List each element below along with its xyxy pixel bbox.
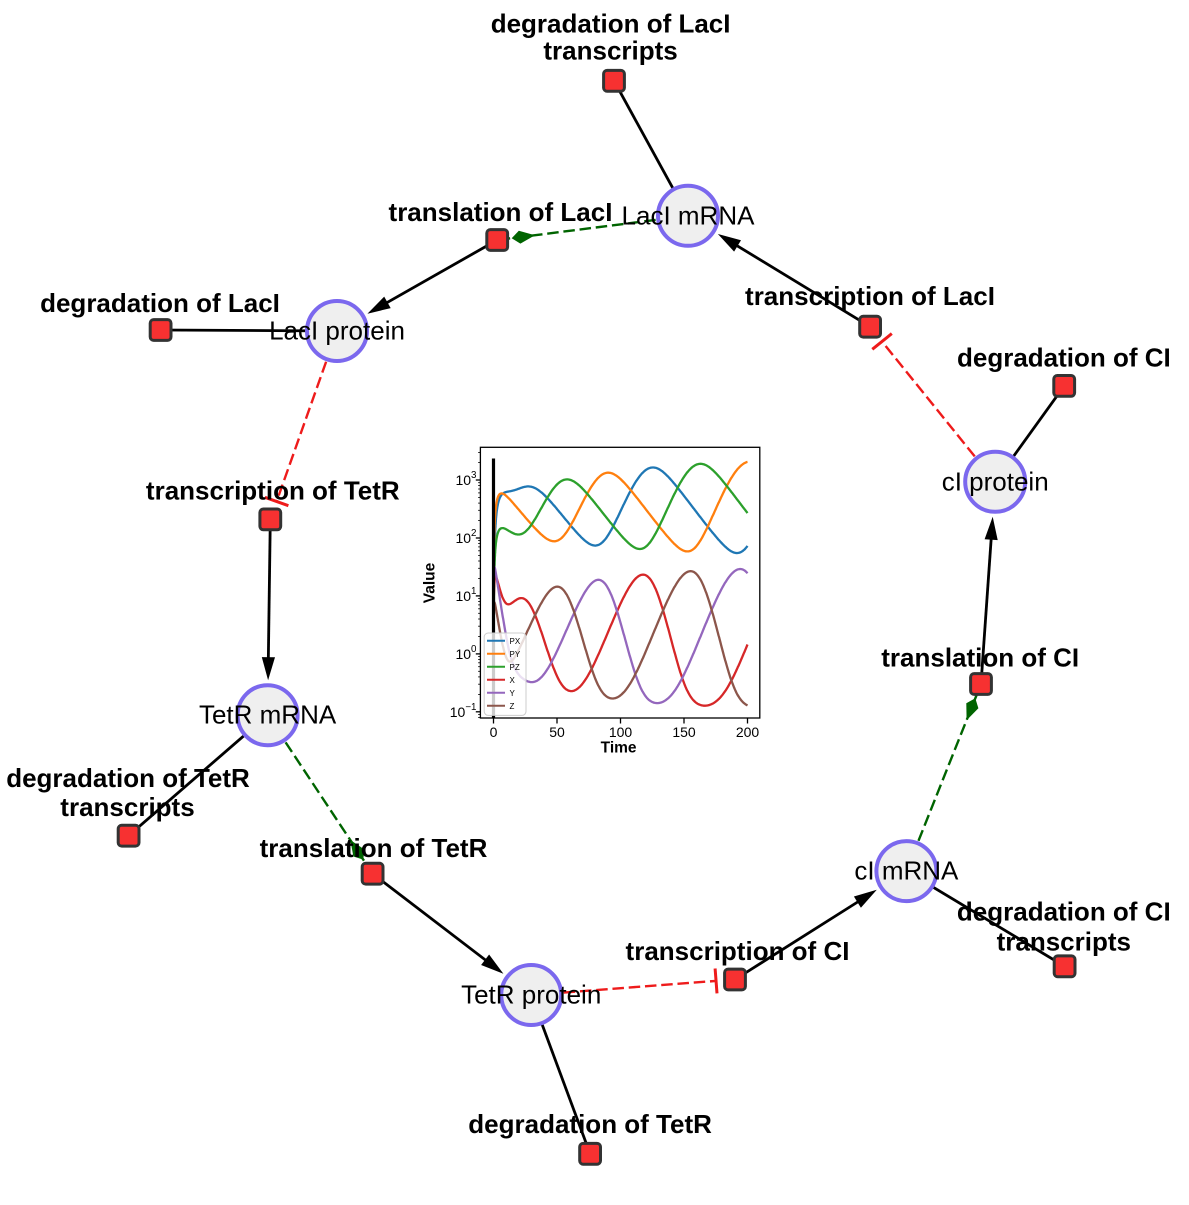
svg-text:200: 200 [736, 724, 760, 740]
svg-text:Time: Time [601, 739, 637, 756]
svg-text:transcription of LacI: transcription of LacI [745, 281, 995, 311]
svg-text:cI protein: cI protein [942, 466, 1049, 496]
svg-text:PX: PX [510, 637, 521, 646]
svg-text:Z: Z [510, 702, 515, 711]
svg-text:degradation of CI: degradation of CI [957, 897, 1171, 927]
svg-text:50: 50 [549, 724, 565, 740]
svg-text:PY: PY [510, 650, 521, 659]
svg-text:translation of CI: translation of CI [881, 643, 1079, 673]
svg-text:0: 0 [490, 724, 498, 740]
svg-text:transcription of CI: transcription of CI [626, 936, 850, 966]
svg-text:translation of TetR: translation of TetR [260, 833, 488, 863]
svg-text:transcripts: transcripts [60, 792, 194, 822]
svg-text:translation of LacI: translation of LacI [389, 197, 613, 227]
svg-text:PZ: PZ [510, 663, 520, 672]
svg-text:TetR protein: TetR protein [461, 980, 601, 1010]
svg-text:transcription of TetR: transcription of TetR [146, 476, 400, 506]
svg-text:transcripts: transcripts [997, 927, 1131, 957]
svg-text:LacI protein: LacI protein [269, 316, 405, 346]
svg-text:LacI mRNA: LacI mRNA [622, 200, 756, 230]
svg-text:X: X [510, 676, 516, 685]
svg-text:degradation of LacI: degradation of LacI [491, 8, 731, 38]
svg-text:degradation of CI: degradation of CI [957, 343, 1171, 373]
svg-text:150: 150 [672, 724, 696, 740]
svg-text:TetR mRNA: TetR mRNA [199, 700, 337, 730]
svg-text:100: 100 [609, 724, 633, 740]
svg-text:Y: Y [510, 689, 516, 698]
svg-text:degradation of TetR: degradation of TetR [6, 763, 250, 793]
svg-text:Value: Value [422, 562, 439, 603]
svg-text:degradation of LacI: degradation of LacI [40, 288, 280, 318]
svg-text:cI mRNA: cI mRNA [854, 856, 959, 886]
svg-text:transcripts: transcripts [543, 36, 677, 66]
svg-text:degradation of TetR: degradation of TetR [468, 1109, 712, 1139]
